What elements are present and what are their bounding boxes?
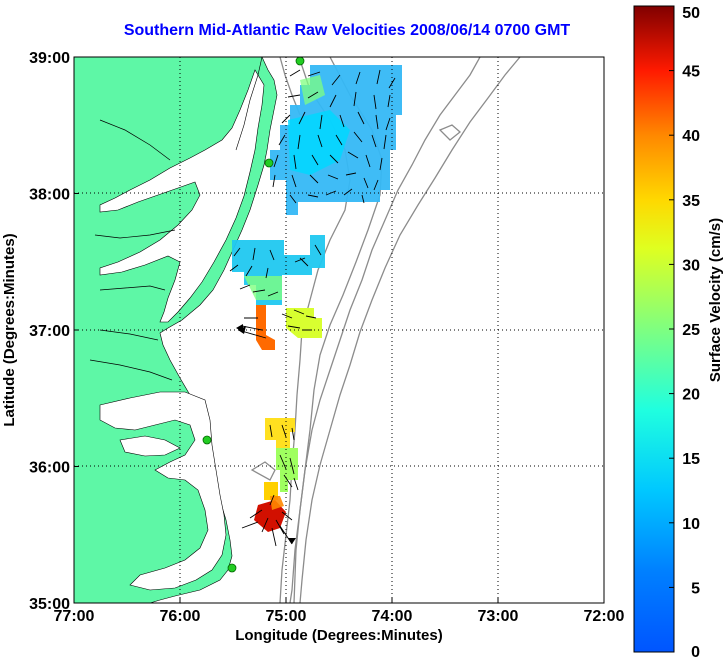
velocity-patch-south-1 [265, 418, 295, 450]
colorbar-gradient [633, 5, 675, 653]
y-tick-label: 36:00 [29, 460, 70, 477]
x-tick-label: 74:00 [372, 608, 413, 625]
colorbar-tick-label: 45 [682, 64, 700, 81]
colorbar-tick-label: 0 [691, 644, 700, 659]
y-tick-label: 38:00 [29, 187, 70, 204]
colorbar-tick-label: 30 [682, 257, 700, 274]
velocity-patch-south-3 [264, 482, 278, 500]
colorbar-tick-label: 35 [682, 193, 700, 210]
colorbar-tick-label: 10 [682, 516, 700, 533]
albemarle-sound [119, 435, 181, 457]
velocity-vectors [229, 69, 396, 547]
station-marker [264, 158, 274, 168]
velocity-patch-north-green [300, 75, 325, 105]
map-plot-area [73, 56, 605, 604]
y-tick-label: 39:00 [29, 50, 70, 67]
colorbar-tick-label: 5 [691, 580, 700, 597]
map-title: Southern Mid-Atlantic Raw Velocities 200… [123, 22, 571, 39]
colorbar-tick-label: 25 [682, 322, 700, 339]
y-axis-ticks: 35:00 36:00 37:00 38:00 39:00 [29, 50, 79, 613]
colorbar-tick-label: 50 [682, 5, 700, 22]
y-tick-label: 35:00 [29, 596, 70, 613]
colorbar-label: Surface Velocity (cm/s) [707, 218, 724, 382]
velocity-patch-hotspot-edge [270, 496, 284, 510]
pamlico-sound [99, 391, 227, 591]
x-tick-label: 76:00 [160, 608, 201, 625]
x-tick-label: 72:00 [584, 608, 625, 625]
delmarva-peninsula-edge [235, 57, 263, 151]
chesapeake-bay [99, 69, 265, 323]
station-marker [295, 57, 305, 66]
colorbar-ticks: 0 5 10 15 20 25 30 35 40 45 50 [669, 5, 700, 659]
colorbar-tick-label: 20 [682, 387, 700, 404]
x-axis-ticks: 77:00 76:00 75:00 74:00 73:00 72:00 [54, 598, 625, 625]
y-tick-label: 37:00 [29, 323, 70, 340]
grid-lines [74, 57, 604, 603]
velocity-patch-north-hilite [288, 110, 350, 175]
station-marker [202, 435, 212, 445]
velocity-patch-mid [232, 235, 325, 305]
radar-stations [202, 57, 305, 573]
x-axis-label: Longitude (Degrees:Minutes) [235, 627, 443, 644]
colorbar-tick-label: 15 [682, 451, 700, 468]
x-tick-label: 75:00 [266, 608, 307, 625]
station-marker [227, 563, 237, 573]
x-tick-label: 73:00 [478, 608, 519, 625]
y-axis-label: Latitude (Degrees:Minutes) [1, 233, 18, 426]
rivers [89, 119, 176, 381]
x-tick-label: 77:00 [54, 608, 95, 625]
colorbar: 0 5 10 15 20 25 30 35 40 45 50 Surface Velocity (c… [633, 5, 724, 659]
colorbar-tick-label: 40 [682, 128, 700, 145]
velocity-patch-orange [256, 305, 275, 350]
